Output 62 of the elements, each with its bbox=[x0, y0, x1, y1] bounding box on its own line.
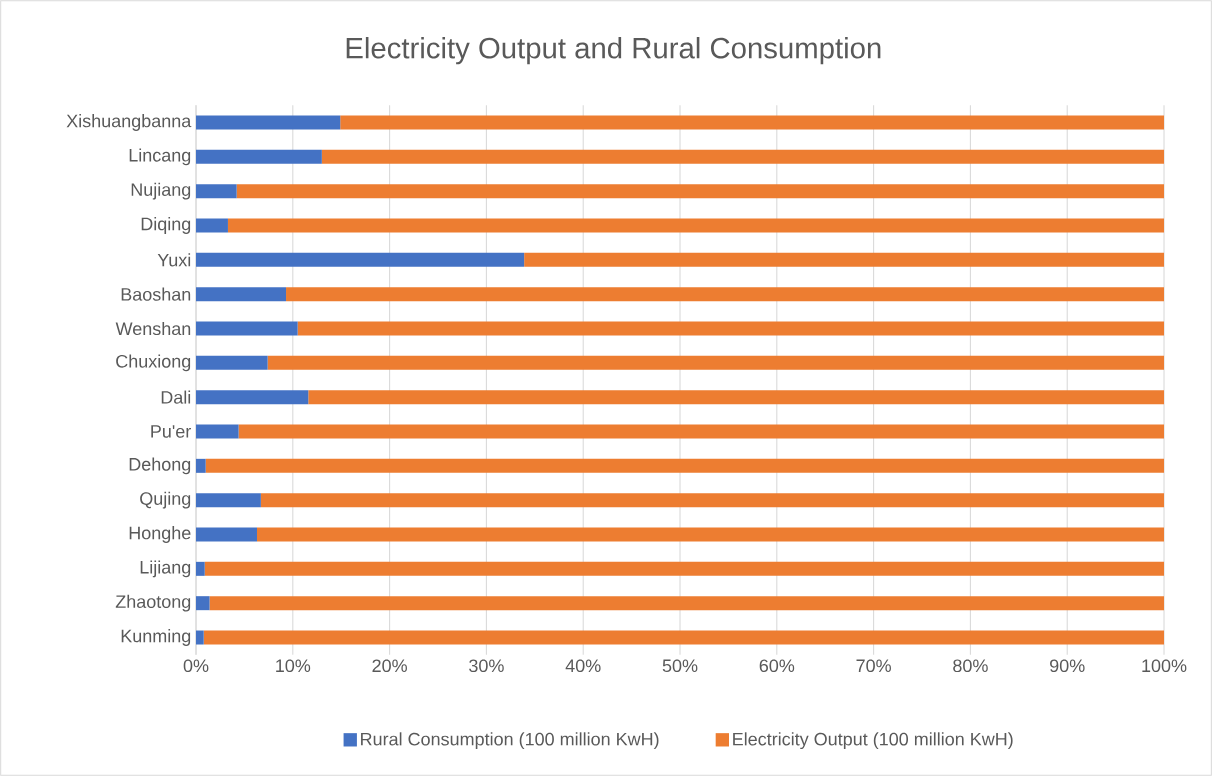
bar bbox=[260, 493, 1165, 508]
bar bbox=[297, 321, 1165, 336]
bar bbox=[203, 630, 1165, 645]
y-tick-label: Dehong bbox=[129, 457, 191, 475]
y-tick-label: Diqing bbox=[141, 217, 191, 234]
x-tick-label: 80% bbox=[953, 659, 988, 673]
y-tick-label: Pu'er bbox=[151, 425, 191, 438]
bar bbox=[196, 561, 205, 576]
bar bbox=[205, 458, 1165, 473]
x-tick-label: 40% bbox=[565, 659, 601, 673]
x-tick-label: 10% bbox=[276, 659, 311, 673]
bar bbox=[196, 458, 206, 473]
y-tick-label: Dali bbox=[161, 390, 191, 404]
x-tick-label: 70% bbox=[856, 659, 891, 673]
bar bbox=[196, 149, 322, 164]
x-tick-label: 20% bbox=[372, 659, 407, 673]
y-tick-label: Nujiang bbox=[131, 182, 191, 200]
y-tick-label: Honghe bbox=[129, 526, 191, 543]
chart-title: Electricity Output and Rural Consumption bbox=[346, 36, 881, 65]
x-tick-label: 50% bbox=[662, 659, 698, 673]
y-tick-label: Baoshan bbox=[121, 287, 191, 301]
y-tick-label: Lijiang bbox=[140, 560, 191, 578]
bar bbox=[196, 527, 257, 542]
bar bbox=[236, 184, 1165, 199]
bar bbox=[204, 561, 1165, 576]
y-tick-label: Yuxi bbox=[157, 253, 191, 267]
bar bbox=[196, 390, 309, 405]
bar bbox=[196, 321, 298, 336]
bar bbox=[286, 287, 1165, 302]
bar bbox=[267, 355, 1165, 370]
x-tick-label: 100% bbox=[1142, 659, 1187, 673]
bar bbox=[196, 287, 287, 302]
y-tick-label: Chuxiong bbox=[116, 354, 191, 372]
bar bbox=[308, 390, 1165, 405]
bar bbox=[196, 252, 525, 267]
y-tick-label: Qujing bbox=[140, 491, 191, 509]
y-tick-label: Zhaotong bbox=[115, 594, 191, 612]
bar bbox=[238, 424, 1165, 439]
bar bbox=[209, 596, 1165, 611]
y-tick-label: Lincang bbox=[129, 148, 191, 166]
bar bbox=[196, 630, 204, 645]
bar bbox=[196, 115, 341, 130]
bar bbox=[196, 493, 261, 508]
bar bbox=[196, 596, 210, 611]
bar bbox=[256, 527, 1165, 542]
x-tick-label: 60% bbox=[759, 659, 795, 673]
legend-label: Rural Consumption (100 million KwH) bbox=[361, 732, 659, 750]
bar bbox=[196, 218, 228, 233]
x-tick-label: 90% bbox=[1050, 659, 1085, 673]
x-tick-label: 30% bbox=[469, 659, 504, 673]
y-tick-label: Kunming bbox=[121, 629, 191, 646]
bar bbox=[196, 355, 268, 370]
bar bbox=[321, 149, 1165, 164]
x-tick-label: 0% bbox=[183, 659, 209, 673]
legend-label: Electricity Output (100 million KwH) bbox=[733, 732, 1013, 750]
bar bbox=[196, 424, 239, 439]
bar bbox=[196, 184, 237, 199]
y-tick-label: Xishuangbanna bbox=[66, 114, 192, 131]
bar bbox=[340, 115, 1165, 130]
y-tick-label: Wenshan bbox=[115, 321, 191, 336]
bar bbox=[524, 252, 1165, 267]
bar bbox=[227, 218, 1165, 233]
